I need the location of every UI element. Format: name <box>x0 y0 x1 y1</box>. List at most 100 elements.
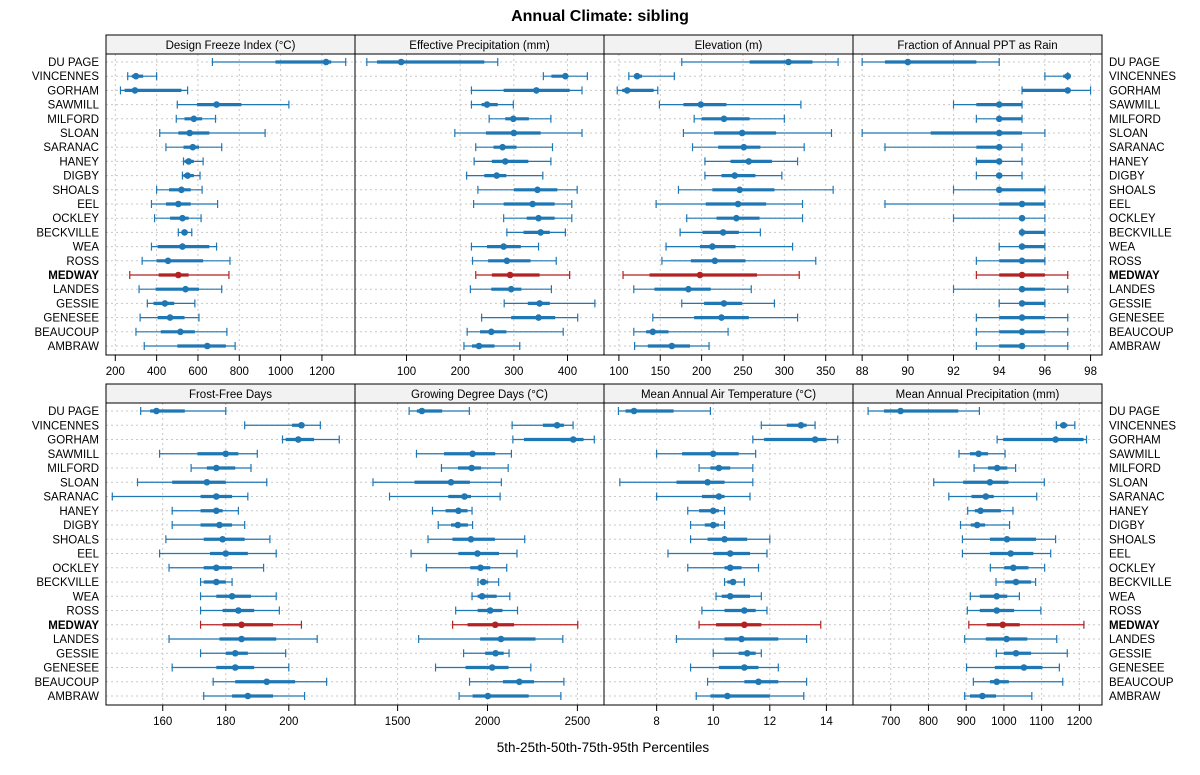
panel-title: Mean Annual Precipitation (mm) <box>896 389 1060 401</box>
median-point <box>186 129 193 137</box>
x-tick-label: 100 <box>397 366 416 378</box>
percentile-mark-ockley <box>952 214 1046 223</box>
row-label-left: EEL <box>77 199 99 211</box>
median-point <box>1018 328 1026 336</box>
percentile-mark-gorham <box>1021 86 1092 95</box>
row-label-left: AMBRAW <box>48 341 99 353</box>
median-point <box>231 649 239 657</box>
median-point <box>1010 564 1017 572</box>
panel-title: Effective Precipitation (mm) <box>409 40 550 52</box>
row-label-left: BEAUCOUP <box>34 327 99 339</box>
row-label-right: GORHAM <box>1109 85 1161 97</box>
percentile-mark-shoals <box>156 185 203 194</box>
x-tick-label: 90 <box>901 366 914 378</box>
row-label-right: WEA <box>1109 591 1136 603</box>
median-point <box>733 214 740 222</box>
percentile-mark-shoals <box>427 535 526 544</box>
median-point <box>219 535 226 543</box>
panel-effective-precipitation-mm: Effective Precipitation (mm) 100 200 300 400 <box>354 34 605 378</box>
median-point <box>203 478 211 486</box>
row-label-right: GENESEE <box>1109 663 1165 675</box>
panel-title: Mean Annual Air Temperature (°C) <box>641 389 816 401</box>
median-point <box>726 564 734 572</box>
panels: Design Freeze Index (°C) 200 400 600 800 1000… <box>32 34 1176 728</box>
percentile-mark-du-page <box>140 407 227 415</box>
percentile-mark-digby <box>959 521 1011 529</box>
median-point <box>132 72 140 80</box>
percentile-mark-sawmill <box>176 100 290 109</box>
percentile-mark-gorham <box>119 86 189 95</box>
percentile-mark-beckville <box>477 578 500 586</box>
median-point <box>977 507 984 515</box>
x-tick-label: 400 <box>558 366 577 378</box>
percentile-mark-haney <box>431 506 473 515</box>
median-point <box>534 186 541 194</box>
median-point <box>510 129 518 137</box>
percentile-mark-beaucoup <box>972 677 1064 686</box>
x-tick-label: 150 <box>651 366 670 378</box>
percentile-mark-saranac <box>111 492 249 501</box>
median-point <box>995 172 1003 179</box>
panel-mean-annual-precipitation-mm: Mean Annual Precipitation (mm) 700 800 900 1… <box>852 383 1103 728</box>
percentile-mark-haney <box>473 157 552 166</box>
x-tick-label: 250 <box>733 366 752 378</box>
percentile-mark-shoals <box>165 535 271 544</box>
median-point <box>720 300 728 307</box>
x-tick-label: 200 <box>692 366 711 378</box>
row-label-left: BECKVILLE <box>36 227 99 239</box>
percentile-mark-saranac <box>388 492 501 501</box>
median-point <box>475 342 483 350</box>
x-tick-label: 2500 <box>565 716 591 728</box>
median-point <box>468 464 475 472</box>
row-label-left: GENESEE <box>43 313 99 325</box>
row-label-left: SHOALS <box>52 534 99 546</box>
percentile-mark-milford <box>488 114 552 123</box>
median-point <box>175 271 182 279</box>
median-point <box>1007 550 1014 557</box>
percentile-mark-gorham <box>281 435 340 444</box>
median-point <box>492 649 499 657</box>
percentile-mark-haney <box>687 506 726 515</box>
x-tick-label: 1200 <box>1067 716 1093 728</box>
median-point <box>738 635 745 643</box>
percentile-mark-sawmill <box>470 100 514 109</box>
row-label-left: ROSS <box>66 256 99 268</box>
percentile-mark-landes <box>964 635 1058 643</box>
percentile-mark-ambraw <box>143 342 236 350</box>
percentile-mark-beckville <box>723 578 745 586</box>
median-point <box>995 143 1003 151</box>
row-label-right: SAWMILL <box>1109 100 1161 112</box>
median-point <box>1052 436 1059 443</box>
row-label-left: MEDWAY <box>48 620 99 632</box>
percentile-mark-gessie <box>199 649 287 658</box>
median-point <box>704 478 711 486</box>
median-point <box>697 101 705 108</box>
percentile-mark-ross <box>661 256 817 265</box>
percentile-mark-haney <box>171 506 239 515</box>
median-point <box>726 550 734 557</box>
percentile-mark-vincennes <box>628 72 675 81</box>
median-point <box>720 115 728 123</box>
percentile-mark-genesee <box>965 663 1060 672</box>
percentile-mark-gorham <box>996 435 1088 444</box>
median-point <box>741 621 748 629</box>
row-label-left: DIGBY <box>63 520 99 532</box>
median-point <box>979 692 986 700</box>
row-label-right: MEDWAY <box>1109 270 1160 282</box>
row-label-right: ROSS <box>1109 606 1142 618</box>
median-point <box>623 87 631 94</box>
row-label-left: OCKLEY <box>52 563 99 575</box>
row-label-right: BECKVILLE <box>1109 577 1172 589</box>
percentile-mark-wea <box>470 242 540 251</box>
percentile-mark-genesee <box>652 313 799 322</box>
median-point <box>536 300 543 307</box>
percentile-mark-sloan <box>136 478 268 487</box>
median-point <box>397 58 405 66</box>
median-point <box>709 507 717 515</box>
row-label-right: GORHAM <box>1109 435 1161 447</box>
median-point <box>721 535 728 543</box>
row-label-left: AMBRAW <box>48 691 99 703</box>
percentile-mark-medway <box>622 271 800 279</box>
panel-elevation-m: Elevation (m) 100 150 200 250 300 350 <box>603 34 854 378</box>
percentile-mark-eel <box>158 549 277 558</box>
